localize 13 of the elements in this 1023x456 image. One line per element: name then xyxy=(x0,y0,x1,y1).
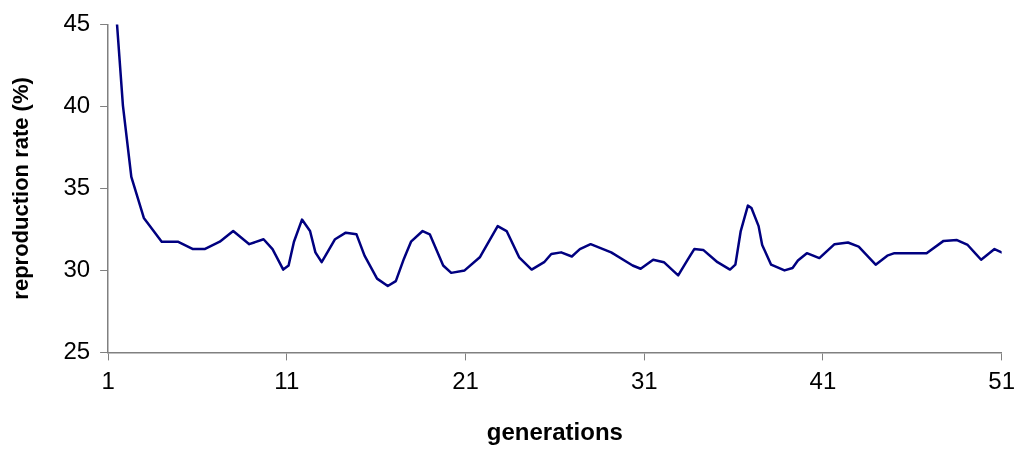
x-tick-label: 21 xyxy=(452,367,479,395)
y-axis-title: reproduction rate (%) xyxy=(8,77,34,300)
x-tick-label: 41 xyxy=(809,367,837,395)
x-tick-label: 31 xyxy=(630,367,658,395)
x-axis-title: generations xyxy=(486,418,623,446)
y-tick-label: 25 xyxy=(63,337,91,365)
x-tick-label: 1 xyxy=(101,367,115,395)
y-tick-label: 40 xyxy=(63,91,91,119)
y-tick-label: 35 xyxy=(63,173,91,201)
x-tick-label: 11 xyxy=(274,367,300,395)
y-tick-label: 30 xyxy=(63,255,91,283)
y-tick-label: 45 xyxy=(63,9,91,37)
x-tick-label: 51 xyxy=(988,367,1015,395)
